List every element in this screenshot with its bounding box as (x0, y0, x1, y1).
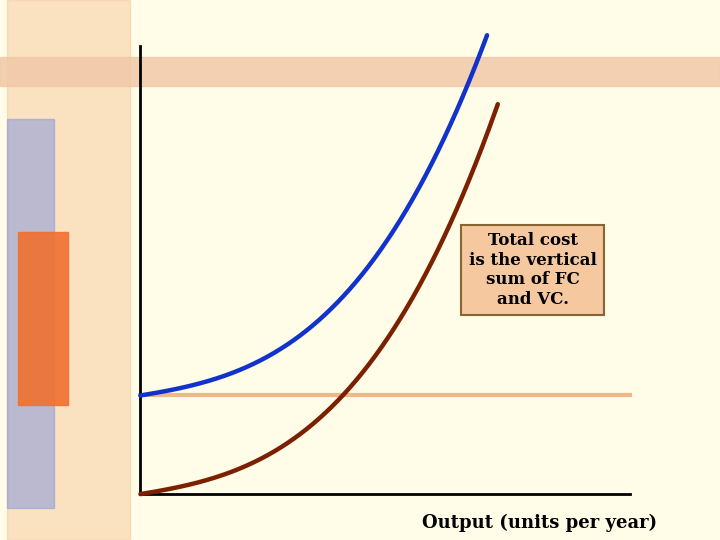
Text: Total cost
is the vertical
sum of FC
and VC.: Total cost is the vertical sum of FC and… (469, 232, 597, 308)
Bar (0, 57, 720, 86)
Bar (7, 119, 54, 508)
Bar (18, 232, 68, 405)
Bar (7, 0, 130, 540)
Text: Output (units per year): Output (units per year) (423, 514, 657, 532)
